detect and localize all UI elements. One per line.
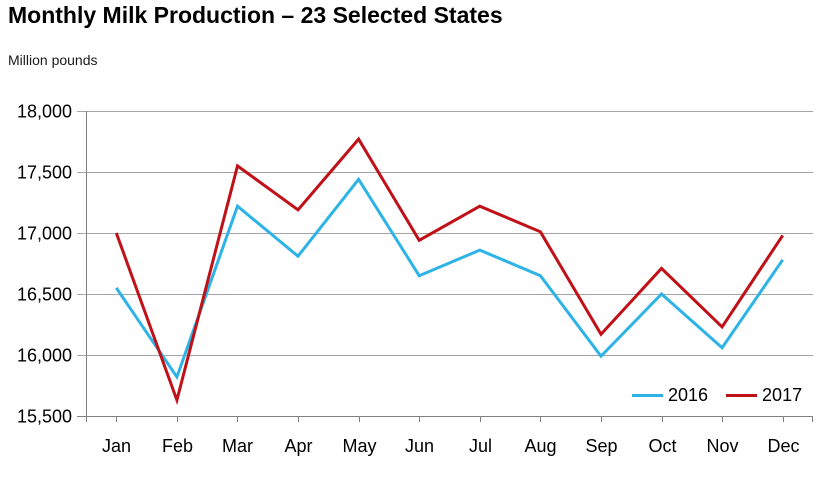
- y-axis-tick-label: 17,500: [17, 163, 72, 183]
- series-line-2017: [114, 136, 784, 406]
- y-axis-tick-label: 15,500: [17, 407, 72, 427]
- y-axis-tick-label: 16,500: [17, 285, 72, 305]
- x-axis-tick-label: Jul: [469, 436, 492, 456]
- y-axis-tick-label: 16,000: [17, 346, 72, 366]
- y-axis-units-label: Million pounds: [8, 52, 98, 68]
- legend-item-2016: 2016: [632, 386, 708, 404]
- chart-title: Monthly Milk Production – 23 Selected St…: [8, 2, 503, 28]
- legend-line-swatch-2016: [632, 393, 663, 397]
- x-axis-tick-label: Oct: [648, 436, 676, 456]
- series-line-2016: [115, 176, 784, 381]
- x-axis-tick-label: Jun: [405, 436, 434, 456]
- x-axis-tick-label: Feb: [162, 436, 193, 456]
- legend-label-2016: 2016: [668, 385, 709, 405]
- x-axis-tick-label: May: [342, 436, 376, 456]
- y-axis-tick-label: 18,000: [17, 102, 72, 122]
- x-axis-tick-label: Dec: [767, 436, 799, 456]
- y-axis-tick-label: 17,000: [17, 224, 72, 244]
- x-axis-tick-label: Mar: [222, 436, 253, 456]
- legend-line-swatch-2017: [726, 393, 758, 397]
- x-axis-tick-label: Aug: [524, 436, 556, 456]
- legend-label-2017: 2017: [762, 385, 803, 405]
- x-axis-tick-label: Apr: [284, 436, 312, 456]
- x-axis-tick-label: Sep: [585, 436, 617, 456]
- legend-item-2017: 2017: [726, 386, 802, 404]
- x-axis-tick-label: Jan: [102, 436, 131, 456]
- chart-legend: 2016 2017: [632, 386, 802, 404]
- x-axis-tick-label: Nov: [706, 436, 738, 456]
